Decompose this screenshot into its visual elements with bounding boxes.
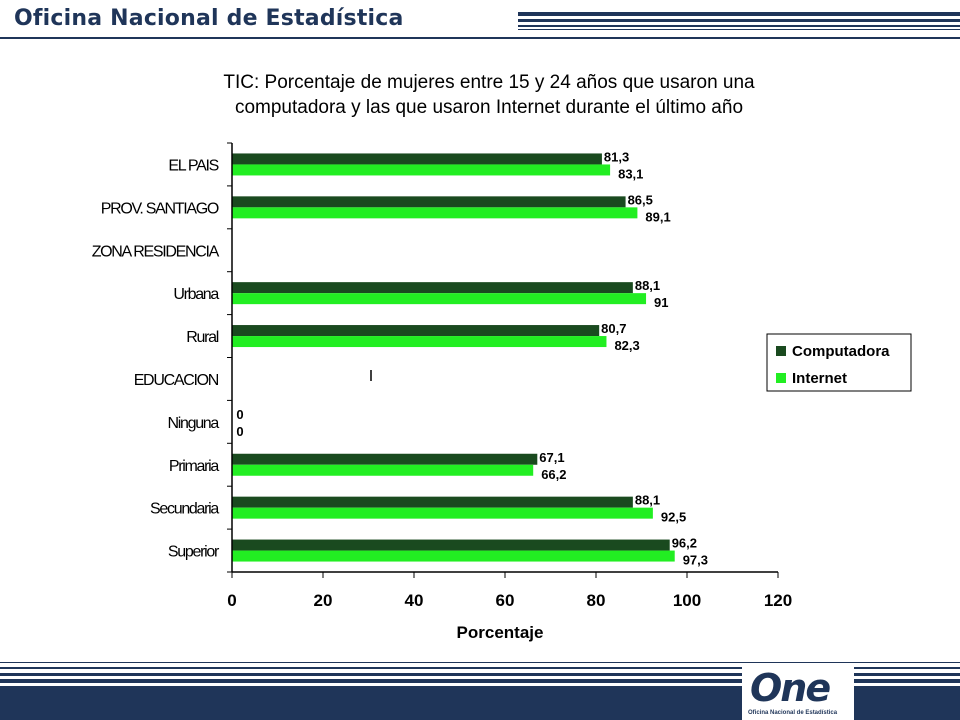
bar-internet: [232, 507, 653, 519]
category-label: Urbana: [173, 286, 219, 303]
data-label-computadora: 0: [236, 407, 243, 422]
x-axis-label: Porcentaje: [457, 623, 544, 642]
bar-internet: [232, 207, 638, 219]
data-label-internet: 97,3: [683, 553, 708, 568]
legend-swatch-computadora: [776, 346, 786, 356]
legend-label-internet: Internet: [792, 370, 847, 387]
category-label: Ninguna: [167, 415, 219, 432]
data-label-internet: 92,5: [661, 510, 686, 525]
data-label-computadora: 88,1: [635, 278, 660, 293]
legend-box: [766, 333, 912, 392]
bar-internet: [232, 336, 607, 348]
data-label-computadora: 88,1: [635, 493, 660, 508]
x-tick-label: 100: [673, 591, 701, 610]
category-label: Rural: [186, 329, 218, 346]
category-label: Primaria: [169, 458, 220, 475]
x-tick-label: 120: [764, 591, 792, 610]
bar-chart: TIC: Porcentaje de mujeres entre 15 y 24…: [92, 72, 912, 642]
bar-computadora: [232, 325, 600, 337]
header-title: Oficina Nacional de Estadística: [14, 6, 404, 31]
data-label-internet: 0: [236, 424, 243, 439]
category-label: Secundaria: [150, 501, 219, 518]
data-label-internet: 82,3: [614, 338, 639, 353]
chart-title-line: computadora y las que usaron Internet du…: [235, 97, 743, 118]
data-label-internet: 83,1: [618, 166, 643, 181]
logo-caption: Oficina Nacional de Estadística: [748, 710, 838, 716]
bar-internet: [232, 293, 647, 305]
data-label-computadora: 80,7: [601, 321, 626, 336]
bar-computadora: [232, 196, 626, 208]
data-label-internet: 66,2: [541, 467, 566, 482]
x-tick-label: 20: [314, 591, 333, 610]
category-label: EDUCACION: [134, 372, 219, 389]
x-tick-label: 60: [496, 591, 515, 610]
data-label-internet: 89,1: [645, 209, 670, 224]
category-label: PROV. SANTIAGO: [101, 200, 219, 217]
x-tick-label: 80: [587, 591, 606, 610]
data-label-internet: 91: [654, 295, 668, 310]
legend-swatch-internet: [776, 373, 786, 383]
bar-computadora: [232, 453, 538, 465]
bar-computadora: [232, 282, 633, 294]
bar-internet: [232, 164, 611, 176]
one-logo: One Oficina Nacional de Estadística: [742, 666, 854, 720]
category-label: Superior: [168, 544, 220, 561]
bar-computadora: [232, 496, 633, 508]
data-label-computadora: 96,2: [672, 536, 697, 551]
footer-rule-lines: [0, 662, 960, 683]
data-label-computadora: 86,5: [628, 192, 653, 207]
x-tick-label: 0: [227, 591, 236, 610]
logo-mark: One: [750, 666, 831, 710]
bar-internet: [232, 464, 534, 476]
bar-internet: [232, 550, 675, 562]
data-label-computadora: 67,1: [539, 450, 564, 465]
header-rule-lines: [0, 12, 960, 39]
bar-computadora: [232, 153, 602, 165]
category-label: EL PAIS: [168, 157, 218, 174]
data-label-computadora: 81,3: [604, 149, 629, 164]
chart-title-line: TIC: Porcentaje de mujeres entre 15 y 24…: [223, 72, 755, 93]
x-tick-label: 40: [405, 591, 424, 610]
category-label: ZONA RESIDENCIA: [92, 243, 220, 260]
bar-computadora: [232, 539, 670, 551]
legend-label-computadora: Computadora: [792, 343, 890, 360]
